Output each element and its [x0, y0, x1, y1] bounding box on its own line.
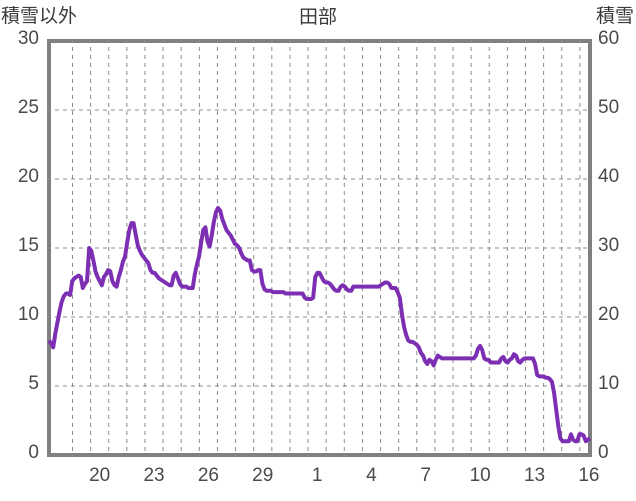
- data-series: [47, 205, 592, 444]
- y-tick-label-right: 20: [598, 304, 620, 325]
- x-tick-label: 26: [197, 465, 219, 486]
- y-tick-label-left: 15: [17, 235, 39, 256]
- y-tick-label-left: 25: [17, 97, 39, 118]
- y-tick-label-right: 30: [598, 235, 620, 256]
- y-tick-label-left: 0: [28, 442, 39, 463]
- y-tick-label-left: 30: [17, 28, 39, 49]
- series-line: [47, 205, 592, 444]
- y-tick-label-right: 50: [598, 97, 620, 118]
- x-tick-label: 10: [469, 465, 491, 486]
- x-tick-label: 16: [578, 465, 600, 486]
- x-tick-label: 20: [89, 465, 111, 486]
- right-axis-title: 積雪: [595, 6, 634, 27]
- x-tick-label: 23: [143, 465, 165, 486]
- x-tick-label: 7: [420, 465, 432, 486]
- plot-area: [47, 39, 592, 457]
- y-tick-label-left: 20: [17, 166, 39, 187]
- x-tick-label: 29: [252, 465, 274, 486]
- y-tick-label-right: 10: [598, 373, 620, 394]
- y-tick-label-right: 0: [598, 442, 609, 463]
- gridlines: [47, 39, 592, 457]
- x-tick-label: 13: [523, 465, 546, 486]
- x-tick-label: 1: [311, 465, 323, 486]
- x-tick-label: 4: [366, 465, 377, 486]
- y-tick-label-left: 5: [28, 373, 39, 394]
- y-tick-label-left: 10: [17, 304, 39, 325]
- page-title: 田部: [298, 7, 337, 28]
- y-tick-label-right: 40: [598, 166, 620, 187]
- left-axis-title: 積雪以外: [1, 6, 78, 27]
- y-tick-label-right: 60: [598, 28, 620, 49]
